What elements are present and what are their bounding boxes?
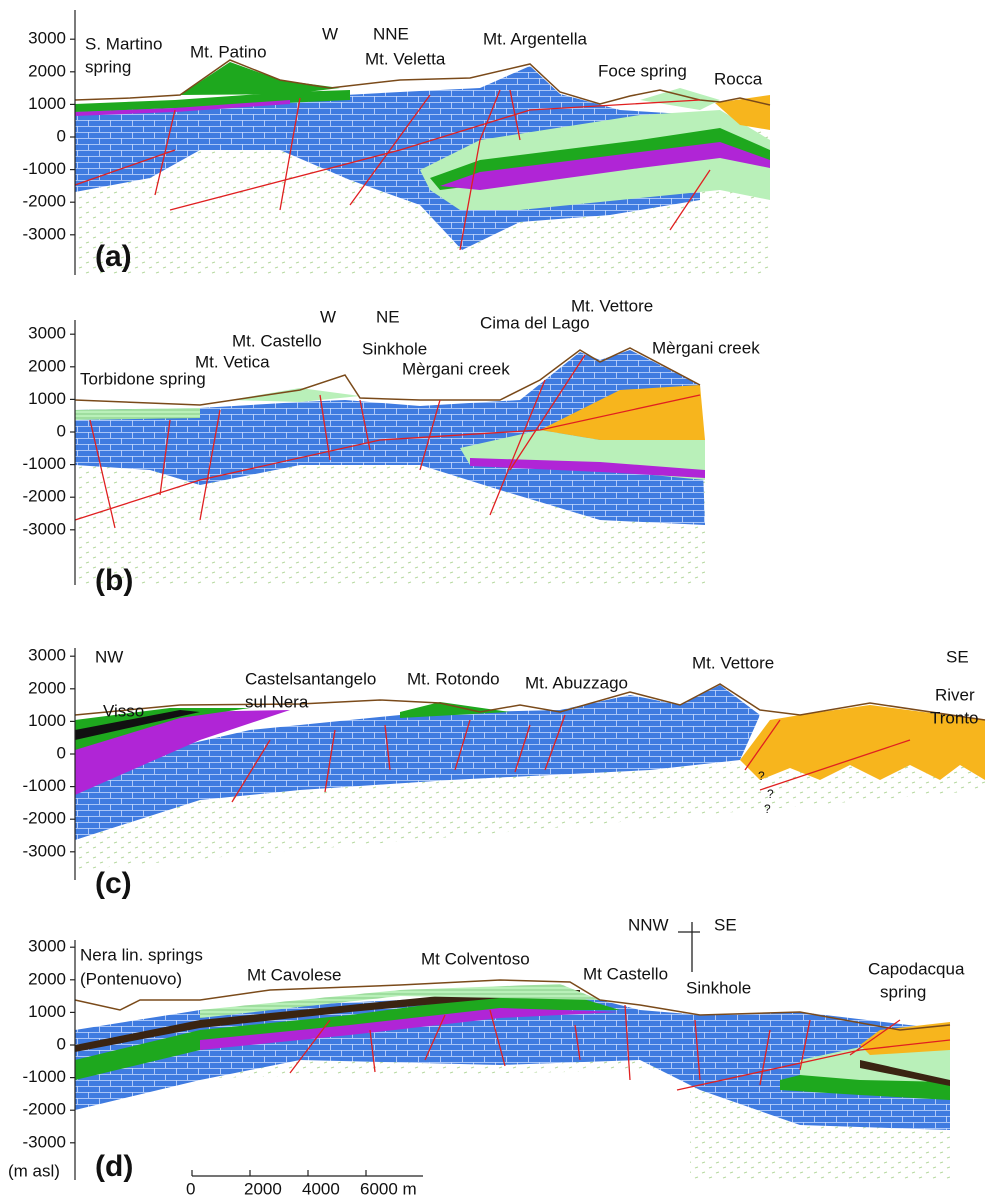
panel-label: (b) — [95, 564, 133, 597]
y-tick-label: 2000 — [28, 356, 66, 375]
annotation: SE — [714, 915, 737, 934]
annotation: sul Nera — [245, 692, 309, 711]
y-tick-label: 1000 — [28, 94, 66, 113]
annotation: ? — [767, 787, 774, 801]
y-tick-label: 3000 — [28, 646, 66, 665]
annotation: Visso — [103, 701, 144, 720]
y-tick-label: 1000 — [28, 1002, 66, 1021]
annotation: ? — [764, 802, 771, 816]
annotation: Mt. Vettore — [571, 296, 653, 315]
annotation: Torbidone spring — [80, 369, 206, 388]
y-tick-label: 3000 — [28, 937, 66, 956]
scale-label: 6000 m — [360, 1179, 417, 1198]
y-tick-label: 0 — [57, 1034, 66, 1053]
annotation: Mt Colventoso — [421, 949, 530, 968]
annotation: Cima del Lago — [480, 313, 590, 332]
y-tick-label: -3000 — [23, 841, 66, 860]
section-b — [74, 347, 705, 585]
annotation: Mt. Vettore — [692, 653, 774, 672]
annotation: Mt. Veletta — [365, 49, 446, 68]
annotation: (Pontenuovo) — [80, 969, 182, 988]
annotation: S. Martino — [85, 34, 162, 53]
annotation: Mt. Rotondo — [407, 669, 500, 688]
y-tick-label: -1000 — [23, 159, 66, 178]
section-d — [74, 922, 951, 1180]
scale-label: 2000 — [244, 1179, 282, 1198]
annotation: Mèrgani creek — [402, 359, 510, 378]
annotation: Mt. Abuzzago — [525, 673, 628, 692]
y-tick-label: 1000 — [28, 711, 66, 730]
y-tick-label: -1000 — [23, 1067, 66, 1086]
annotation: Capodacqua — [868, 959, 965, 978]
annotation: Mt. Argentella — [483, 29, 587, 48]
annotation: Mt. Vetica — [195, 352, 270, 371]
y-tick-label: -2000 — [23, 1100, 66, 1119]
y-tick-label: 3000 — [28, 324, 66, 343]
annotation: W — [322, 24, 338, 43]
annotation: Nera lin. springs — [80, 945, 203, 964]
y-tick-label: -3000 — [23, 224, 66, 243]
section-c — [74, 683, 986, 870]
annotation: Sinkhole — [362, 339, 427, 358]
y-tick-label: 2000 — [28, 678, 66, 697]
annotation: Sinkhole — [686, 978, 751, 997]
annotation: Mt Cavolese — [247, 965, 341, 984]
annotation: spring — [85, 57, 131, 76]
y-tick-label: -2000 — [23, 487, 66, 506]
annotation: NE — [376, 307, 400, 326]
scale-label: 0 — [186, 1179, 195, 1198]
panel-label: (d) — [95, 1150, 133, 1183]
annotation: Castelsantangelo — [245, 669, 376, 688]
y-tick-label: -2000 — [23, 192, 66, 211]
annotation: Foce spring — [598, 61, 687, 80]
unit-label: (m asl) — [8, 1161, 60, 1180]
annotation: Mt. Castello — [232, 331, 322, 350]
y-tick-label: -3000 — [23, 519, 66, 538]
annotation: NNW — [628, 915, 669, 934]
panel-label: (c) — [95, 867, 132, 900]
annotation: spring — [880, 982, 926, 1001]
y-tick-label: 2000 — [28, 969, 66, 988]
y-tick-label: 2000 — [28, 61, 66, 80]
annotation: ? — [758, 769, 765, 783]
annotation: Mt Castello — [583, 964, 668, 983]
annotation: Rocca — [714, 69, 763, 88]
y-tick-label: 0 — [57, 126, 66, 145]
y-tick-label: -3000 — [23, 1132, 66, 1151]
scale-label: 4000 — [302, 1179, 340, 1198]
annotation: Mèrgani creek — [652, 338, 760, 357]
annotation: SE — [946, 647, 969, 666]
y-tick-label: 0 — [57, 743, 66, 762]
annotation: Mt. Patino — [190, 42, 267, 61]
y-tick-label: -1000 — [23, 454, 66, 473]
y-tick-label: 1000 — [28, 389, 66, 408]
annotation: River — [935, 685, 975, 704]
section-a — [74, 59, 771, 275]
y-tick-label: -1000 — [23, 776, 66, 795]
y-tick-label: 3000 — [28, 29, 66, 48]
annotation: W — [320, 307, 336, 326]
y-tick-label: -2000 — [23, 809, 66, 828]
panel-label: (a) — [95, 240, 132, 273]
annotation: Tronto — [930, 708, 979, 727]
annotation: NW — [95, 647, 123, 666]
annotation: NNE — [373, 24, 409, 43]
y-tick-label: 0 — [57, 421, 66, 440]
